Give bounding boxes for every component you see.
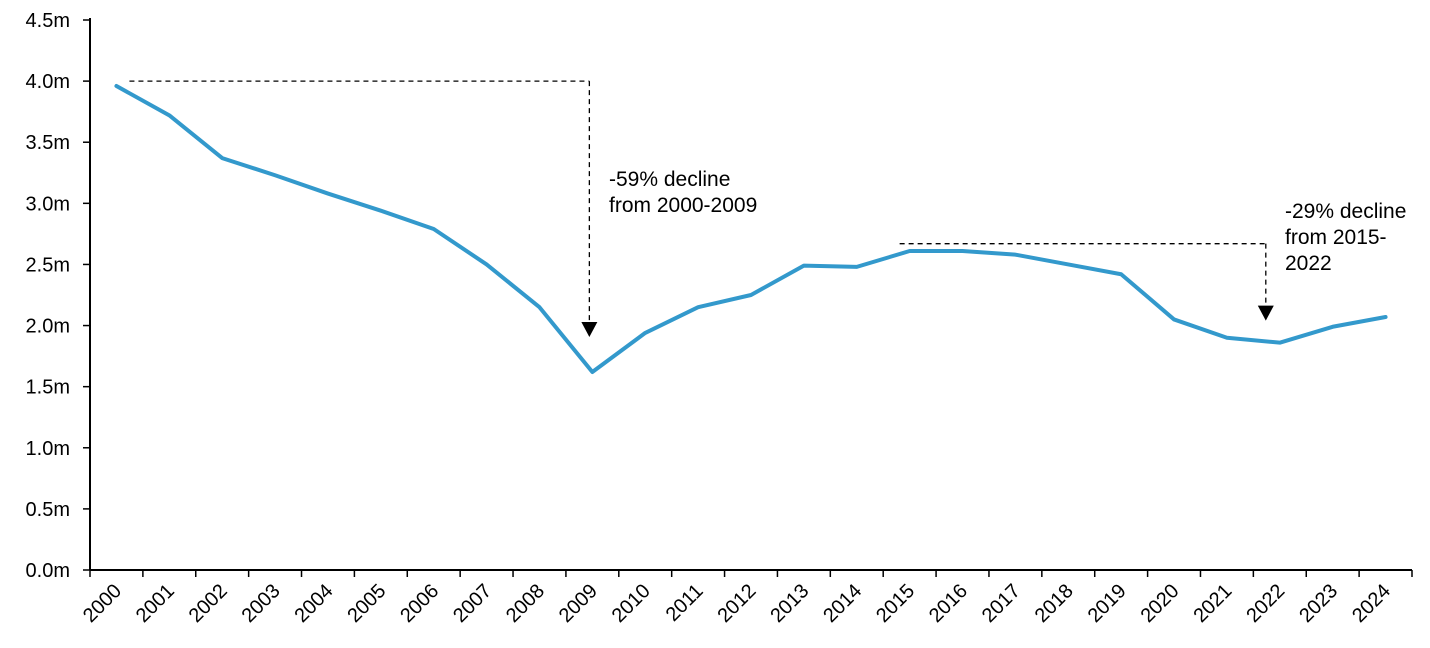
x-tick-label: 2018 bbox=[1031, 580, 1078, 627]
y-tick-label: 0.0m bbox=[26, 560, 70, 582]
x-axis: 2000 2001 2002 2003 2004 2005 2006 2007 2008 2009… bbox=[79, 569, 1413, 627]
x-tick-label: 2020 bbox=[1137, 580, 1184, 627]
y-tick-label: 4.5m bbox=[26, 10, 70, 32]
x-tick-label: 2005 bbox=[343, 580, 390, 627]
x-tick-label: 2019 bbox=[1084, 580, 1131, 627]
x-tick-label: 2015 bbox=[872, 580, 919, 627]
y-tick-label: 0.5m bbox=[26, 499, 70, 521]
y-tick-label: 4.0m bbox=[26, 71, 70, 93]
x-tick-label: 2021 bbox=[1189, 580, 1236, 627]
annotation-text: from 2000-2009 bbox=[609, 194, 757, 217]
y-tick-label: 3.5m bbox=[26, 132, 70, 154]
y-tick-label: 2.0m bbox=[26, 316, 70, 338]
annotation-arrow-icon bbox=[581, 322, 598, 337]
x-tick-label: 2023 bbox=[1295, 580, 1342, 627]
x-tick-label: 2011 bbox=[662, 580, 708, 626]
annotation-arrow-icon bbox=[1257, 305, 1274, 321]
x-tick-label: 2003 bbox=[238, 580, 285, 627]
x-tick-label: 2010 bbox=[608, 580, 655, 627]
x-tick-label: 2022 bbox=[1242, 580, 1289, 627]
y-tick-label: 1.0m bbox=[26, 438, 70, 460]
x-tick-label: 2024 bbox=[1348, 580, 1395, 627]
series-line bbox=[114, 84, 1388, 374]
x-tick-label: 2009 bbox=[555, 580, 602, 627]
x-tick-label: 2008 bbox=[502, 580, 549, 627]
x-tick-label: 2012 bbox=[714, 580, 761, 627]
x-tick-label: 2016 bbox=[925, 580, 972, 627]
x-tick-label: 2006 bbox=[396, 580, 443, 627]
x-tick-label: 2004 bbox=[290, 580, 337, 627]
x-tick-label: 2001 bbox=[132, 580, 179, 627]
y-tick-label: 3.0m bbox=[26, 193, 70, 215]
x-tick-label: 2017 bbox=[978, 580, 1025, 627]
annotations: -59% decline from 2000-2009 -29% decline fr… bbox=[129, 80, 1406, 337]
y-tick-label: 1.5m bbox=[26, 377, 70, 399]
series bbox=[114, 84, 1388, 374]
annotation-text: 2022 bbox=[1285, 252, 1332, 275]
x-tick-label: 2014 bbox=[819, 580, 866, 627]
annotation-text: -59% decline bbox=[609, 168, 730, 191]
x-tick-label: 2013 bbox=[766, 580, 813, 627]
annotation-text: -29% decline bbox=[1285, 200, 1406, 223]
x-tick-label: 2002 bbox=[185, 580, 232, 627]
annotation-text: from 2015- bbox=[1285, 226, 1387, 249]
y-tick-label: 2.5m bbox=[26, 254, 70, 276]
x-tick-label: 2000 bbox=[79, 580, 126, 627]
y-axis: 0.0m 0.5m 1.0m 1.5m 2.0m 2.5m 3.0m 3.5m 4.0m 4.5m bbox=[26, 10, 91, 582]
x-tick-label: 2007 bbox=[449, 580, 496, 627]
